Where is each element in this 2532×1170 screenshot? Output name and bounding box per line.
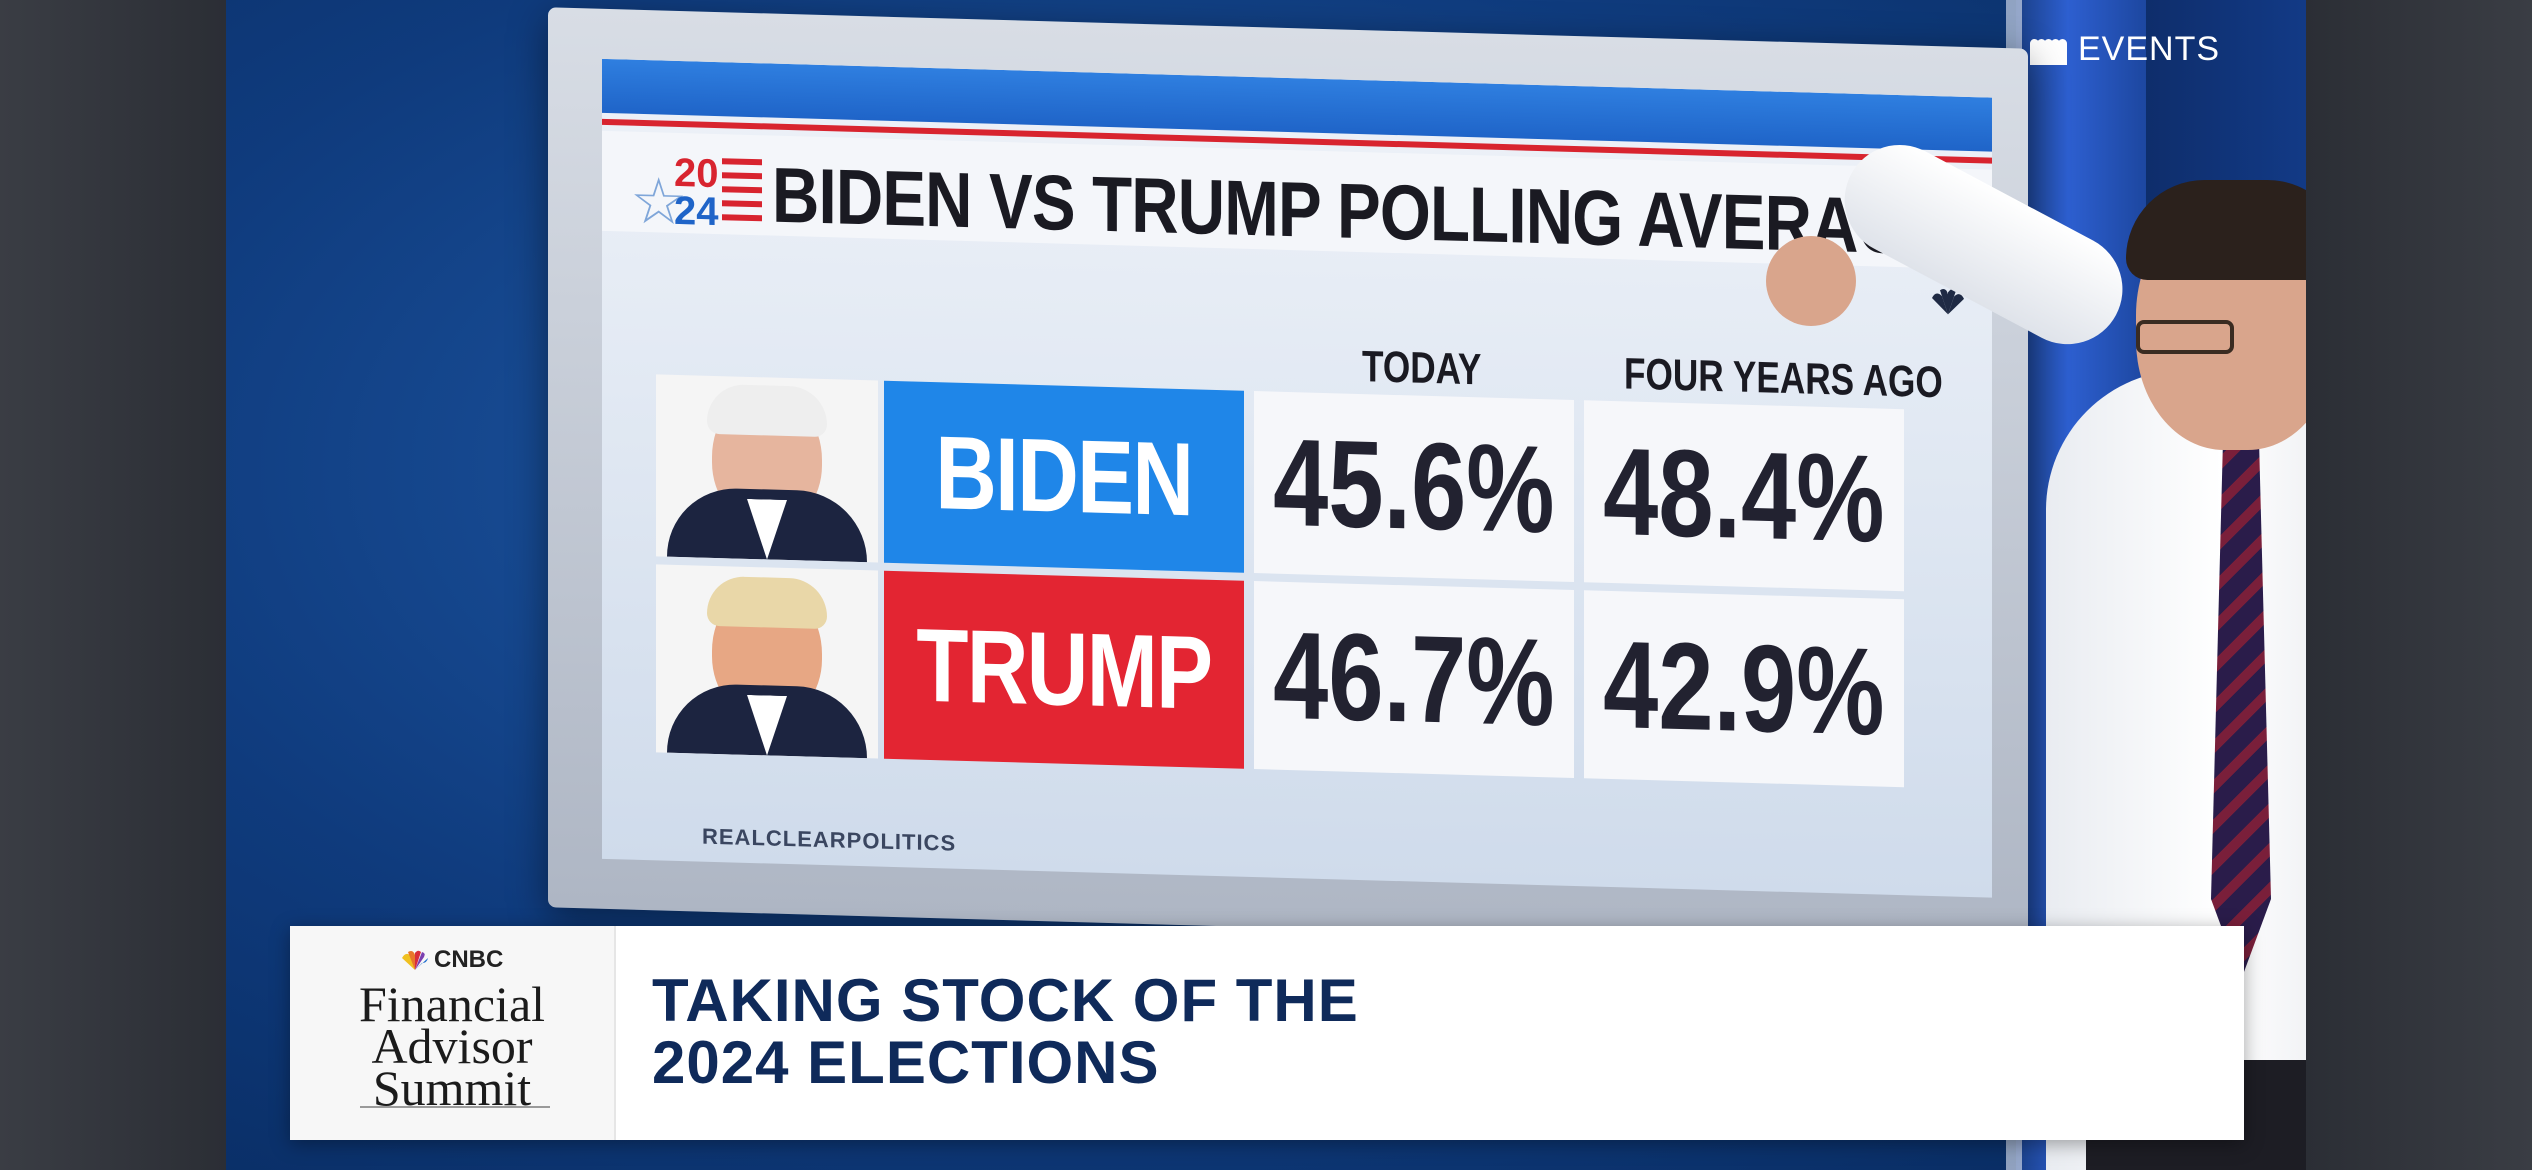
summit-brand-block: CNBC Financial Advisor Summit (290, 926, 616, 1140)
cnbc-logo: CNBC (400, 946, 503, 974)
biden-four-years-ago-value: 48.4% (1584, 400, 1904, 592)
presenter-tie (2211, 440, 2271, 980)
letterbox-left (0, 0, 226, 1170)
logo-year-top: 20 (674, 150, 719, 197)
lower-third-headline: TAKING STOCK OF THE 2024 ELECTIONS (652, 970, 1359, 1094)
lower-third-banner: CNBC Financial Advisor Summit TAKING STO… (290, 926, 2244, 1140)
logo-year-bottom: 24 (674, 188, 719, 235)
data-source-label: REALCLEARPOLITICS (702, 823, 957, 856)
brand-line-1: Financial (358, 976, 546, 1032)
presenter-hair (2126, 180, 2306, 280)
nbc-peacock-icon (1932, 288, 1964, 315)
events-bug: EVENTS (2030, 30, 2220, 69)
headline-line-1: TAKING STOCK OF THE (652, 967, 1359, 1034)
trump-four-years-ago-value: 42.9% (1584, 590, 1904, 788)
trump-today-value: 46.7% (1254, 581, 1574, 778)
events-label: EVENTS (2078, 30, 2221, 68)
election-2024-logo: ☆ 20 24 (630, 146, 762, 239)
candidate-label-trump: TRUMP (884, 570, 1244, 769)
letterbox-right (2306, 0, 2532, 1170)
nbc-peacock-icon (402, 950, 428, 970)
biden-today-value: 45.6% (1254, 391, 1574, 582)
brand-line-2: Advisor (371, 1018, 533, 1074)
candidate-label-biden: BIDEN (884, 380, 1244, 573)
nbc-peacock-icon (2030, 35, 2068, 65)
cnbc-wordmark: CNBC (434, 946, 504, 973)
headline-line-2: 2024 ELECTIONS (652, 1029, 1160, 1096)
column-header-four-years-ago: FOUR YEARS AGO (1624, 349, 1943, 408)
presenter-glasses (2136, 320, 2234, 354)
column-header-today: TODAY (1362, 342, 1482, 395)
presenter-hand (1766, 236, 1856, 326)
brand-line-3: Summit (372, 1060, 532, 1116)
poll-board-screen: ☆ 20 24 BIDEN VS TRUMP POLLING AVERAGE T… (602, 58, 1992, 898)
biden-photo (656, 374, 878, 563)
brand-underline (360, 1106, 550, 1108)
tv-monitor: ☆ 20 24 BIDEN VS TRUMP POLLING AVERAGE T… (548, 7, 2028, 949)
trump-photo (656, 564, 878, 759)
